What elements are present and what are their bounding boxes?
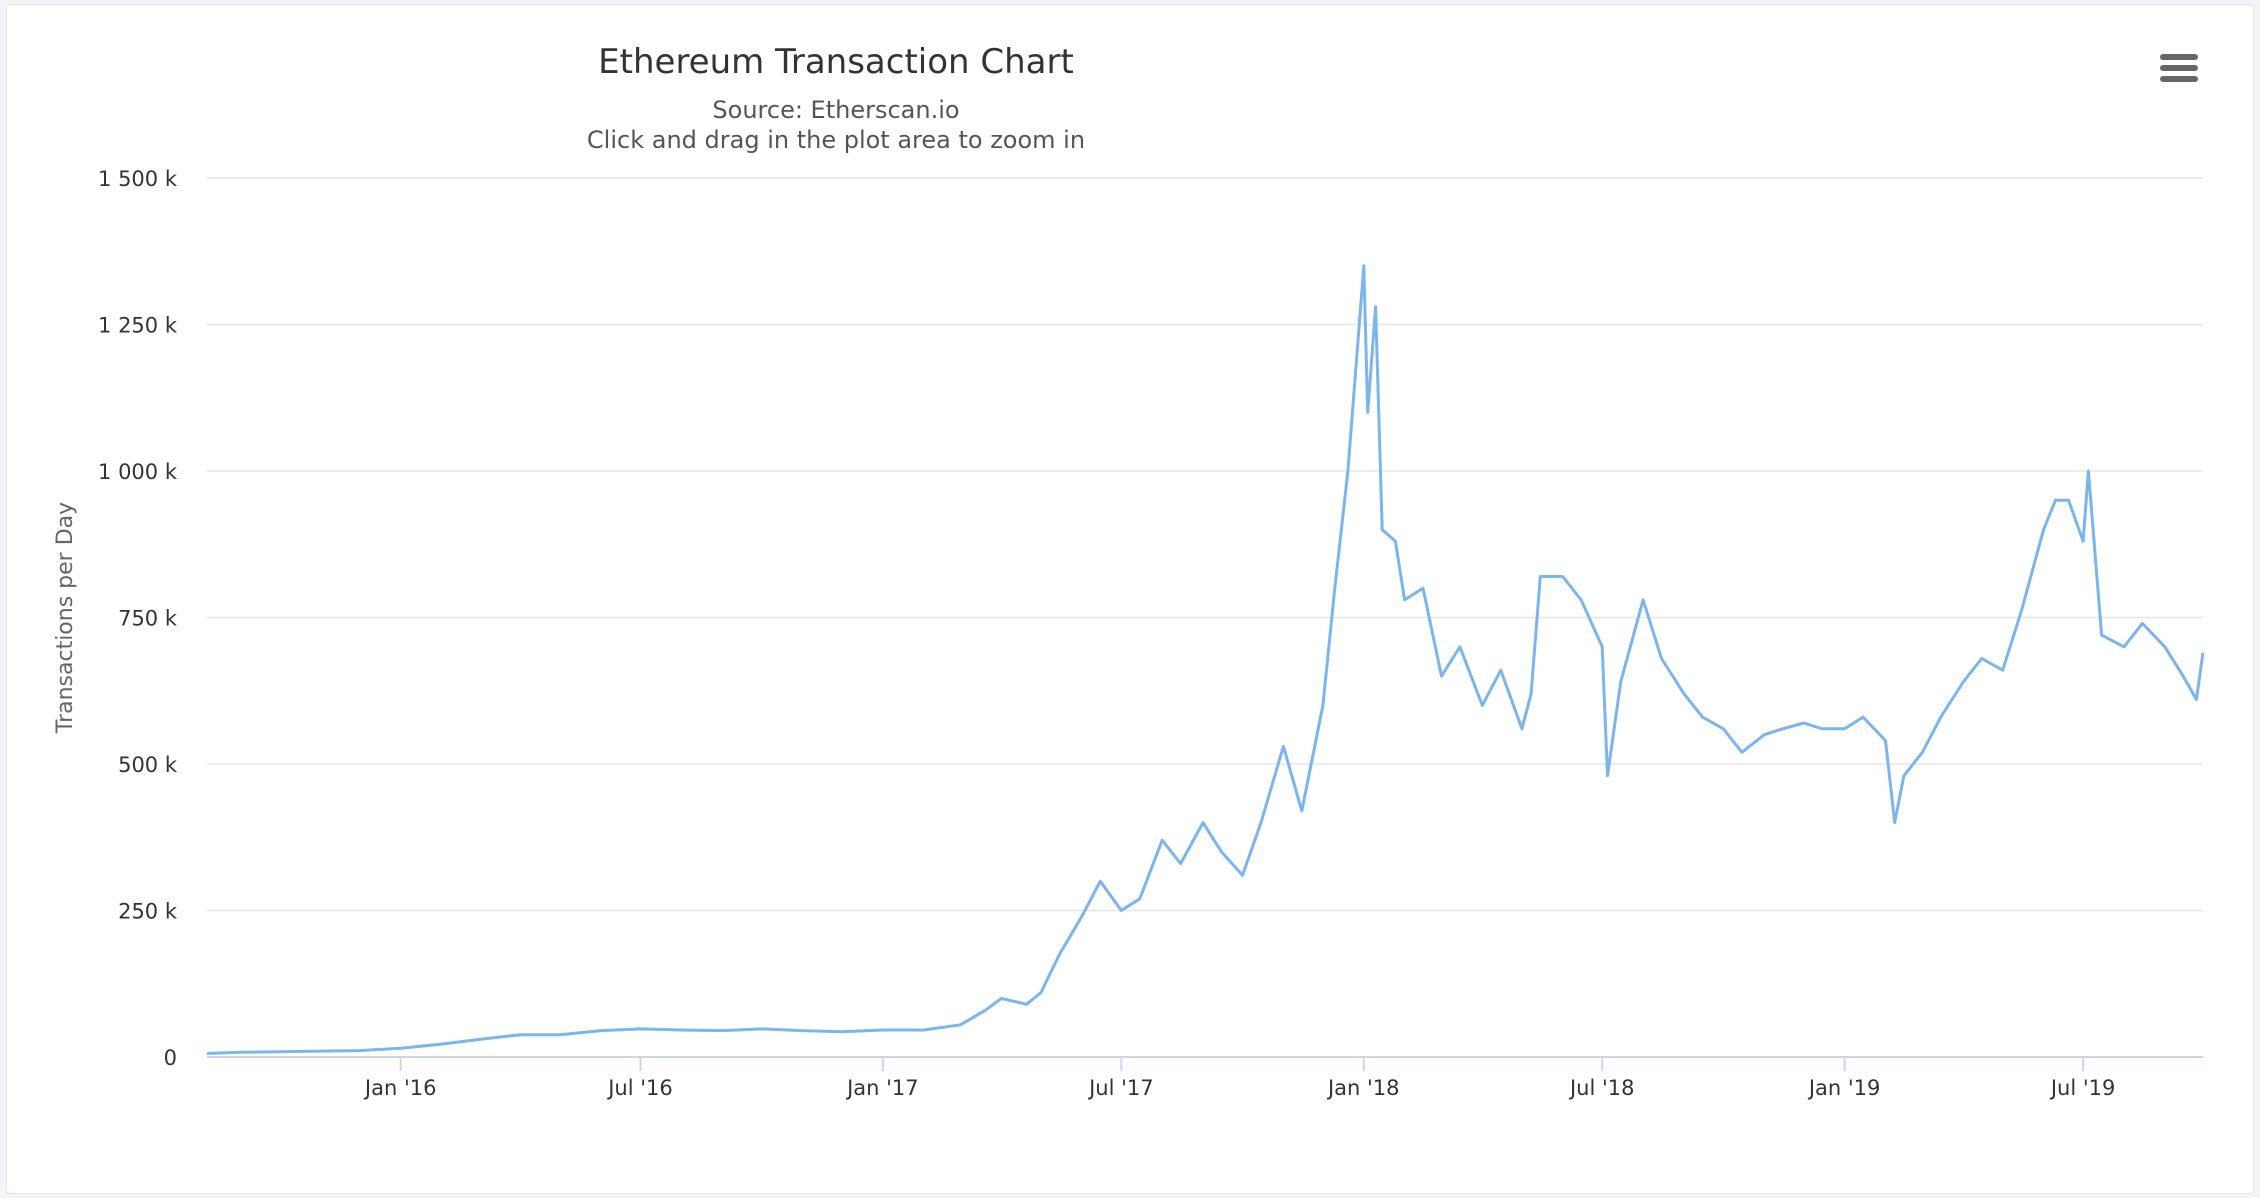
chart-card [6, 4, 2254, 1194]
menu-bar [2160, 76, 2198, 82]
x-tick-label: Jan '17 [845, 1076, 919, 1100]
y-tick-label: 750 k [118, 607, 178, 631]
x-tick-label: Jan '19 [1807, 1076, 1881, 1100]
x-tick-label: Jan '16 [363, 1076, 437, 1100]
menu-bar [2160, 65, 2198, 71]
x-tick-label: Jan '18 [1326, 1076, 1400, 1100]
series-line [206, 264, 2205, 1055]
chart-title: Ethereum Transaction Chart [598, 42, 1074, 82]
y-tick-label: 1 250 k [98, 314, 178, 338]
x-tick-label: Jul '19 [2049, 1076, 2116, 1100]
y-axis-title: Transactions per Day [53, 502, 78, 734]
chart-subtitle-hint: Click and drag in the plot area to zoom … [586, 126, 1086, 154]
hamburger-menu-icon[interactable] [2160, 54, 2198, 88]
y-tick-label: 250 k [118, 900, 178, 924]
chart-subtitle-source: Source: Etherscan.io [712, 96, 960, 124]
y-tick-label: 0 [164, 1046, 177, 1070]
y-tick-label: 500 k [118, 753, 178, 777]
axes [207, 1056, 2203, 1071]
grid-lines [207, 177, 2203, 912]
y-tick-label: 1 500 k [98, 167, 178, 191]
x-tick-label: Jul '17 [1087, 1076, 1154, 1100]
x-tick-label: Jul '16 [606, 1076, 673, 1100]
axis-labels: 0 250 k 500 k 750 k 1 000 k 1 250 k 1 500 k Jan… [53, 167, 2115, 1100]
series-layer [206, 264, 2205, 1055]
x-tick-label: Jul '18 [1568, 1076, 1635, 1100]
menu-bar [2160, 54, 2198, 60]
y-tick-label: 1 000 k [98, 460, 178, 484]
